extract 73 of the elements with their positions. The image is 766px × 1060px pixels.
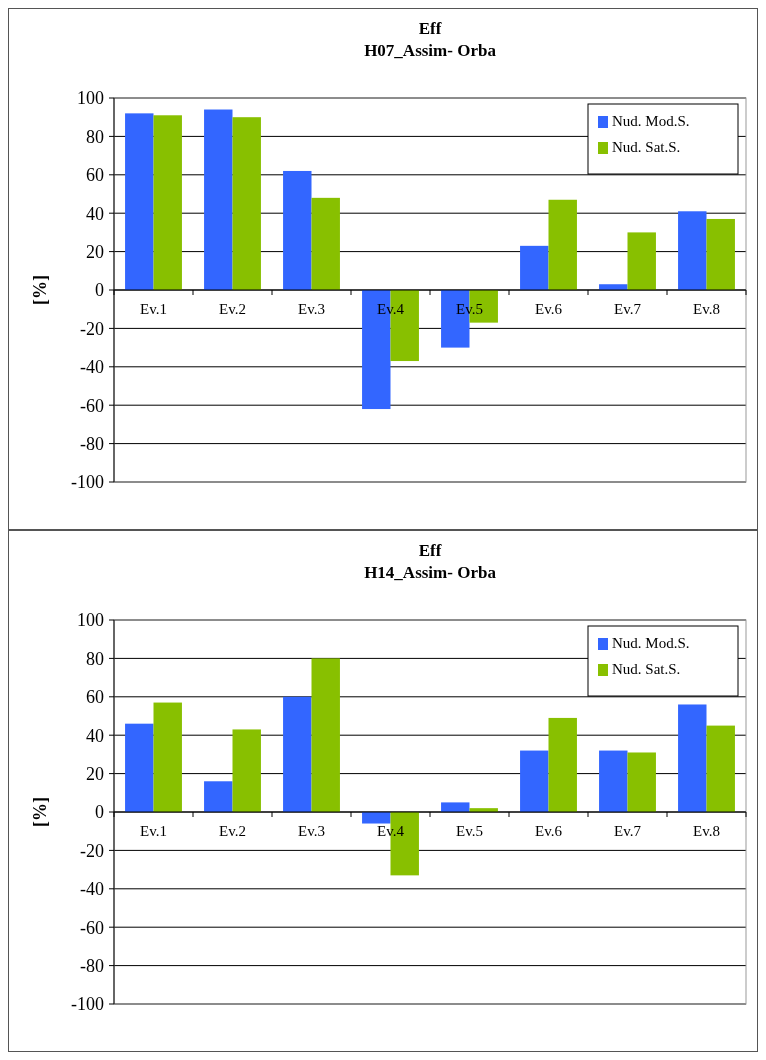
chart-subtitle: H14_Assim- Orba: [364, 563, 497, 582]
bar: [232, 729, 261, 812]
bar: [548, 199, 577, 290]
x-tick-label: Ev.4: [377, 301, 405, 317]
y-tick-label: -60: [80, 917, 104, 938]
bar: [678, 704, 707, 812]
y-tick-label: -60: [80, 395, 104, 416]
y-tick-label: -20: [80, 840, 104, 861]
y-tick-label: 100: [77, 88, 104, 109]
bar: [125, 113, 154, 290]
y-tick-label: 20: [86, 763, 104, 784]
x-tick-label: Ev.3: [298, 823, 325, 839]
y-tick-label: 20: [86, 241, 104, 262]
y-tick-label: -40: [80, 879, 104, 900]
bar: [548, 717, 577, 812]
bar: [153, 115, 182, 290]
x-tick-label: Ev.5: [456, 301, 483, 317]
legend-label: Nud. Mod.S.: [612, 635, 690, 651]
bar: [283, 170, 312, 290]
x-tick-label: Ev.2: [219, 823, 246, 839]
chart-title: Eff: [418, 19, 442, 38]
y-tick-label: 40: [86, 203, 104, 224]
x-tick-label: Ev.1: [140, 301, 167, 317]
y-axis-title: [%]: [30, 797, 50, 827]
bar: [520, 750, 549, 812]
y-tick-label: -100: [71, 994, 104, 1015]
bar: [204, 781, 233, 812]
bar: [678, 211, 707, 290]
chart-title: Eff: [418, 541, 442, 560]
legend-label: Nud. Sat.S.: [612, 661, 681, 677]
x-tick-label: Ev.8: [693, 301, 720, 317]
bar: [283, 696, 312, 812]
y-tick-label: 0: [95, 280, 104, 301]
y-tick-label: 60: [86, 687, 104, 708]
y-axis-title: [%]: [30, 275, 50, 305]
y-tick-label: -100: [71, 472, 104, 493]
y-tick-label: 100: [77, 610, 104, 631]
bar: [627, 232, 656, 290]
bar: [362, 812, 391, 824]
bar: [599, 750, 628, 812]
bar: [204, 109, 233, 290]
x-tick-label: Ev.5: [456, 823, 483, 839]
bar: [706, 218, 735, 290]
x-tick-label: Ev.8: [693, 823, 720, 839]
y-tick-label: 40: [86, 725, 104, 746]
bar: [627, 752, 656, 812]
bar: [520, 245, 549, 290]
bar: [153, 702, 182, 812]
bar: [232, 117, 261, 290]
y-tick-label: -80: [80, 955, 104, 976]
legend-label: Nud. Mod.S.: [612, 113, 690, 129]
y-tick-label: 0: [95, 802, 104, 823]
y-tick-label: -80: [80, 433, 104, 454]
bar: [706, 725, 735, 812]
bar: [311, 197, 340, 290]
bar: [311, 658, 340, 812]
bar: [441, 802, 470, 812]
y-tick-label: 60: [86, 165, 104, 186]
chart-subtitle: H07_Assim- Orba: [364, 41, 497, 60]
x-tick-label: Ev.7: [614, 301, 642, 317]
x-tick-label: Ev.7: [614, 823, 642, 839]
x-tick-label: Ev.6: [535, 823, 563, 839]
y-tick-label: -20: [80, 318, 104, 339]
x-tick-label: Ev.2: [219, 301, 246, 317]
y-tick-label: 80: [86, 648, 104, 669]
bar: [125, 723, 154, 812]
y-tick-label: 80: [86, 126, 104, 147]
legend-label: Nud. Sat.S.: [612, 139, 681, 155]
x-tick-label: Ev.6: [535, 301, 563, 317]
y-tick-label: -40: [80, 357, 104, 378]
x-tick-label: Ev.3: [298, 301, 325, 317]
x-tick-label: Ev.4: [377, 823, 405, 839]
x-tick-label: Ev.1: [140, 823, 167, 839]
